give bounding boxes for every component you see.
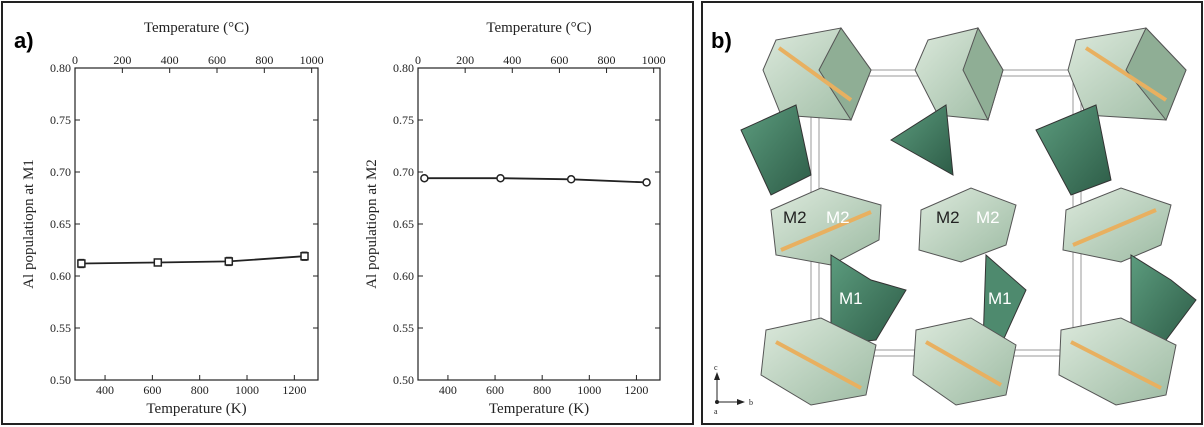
y-axis-label: Al populatiopn at M1 — [21, 159, 37, 289]
x2-tick-label: 800 — [598, 53, 616, 67]
site-label-m2: M2 — [783, 208, 807, 227]
x2-tick-label: 1000 — [300, 53, 324, 67]
x-tick-label: 800 — [533, 383, 551, 397]
bottom-octahedra-row — [760, 317, 1177, 406]
x-tick-label: 600 — [486, 383, 504, 397]
axis-c-label: c — [714, 363, 718, 372]
site-labels: M2 M2 M2 M2 M1 M1 — [783, 208, 1012, 308]
site-label-m1: M1 — [988, 289, 1012, 308]
y-tick-label: 0.75 — [393, 113, 414, 127]
y-tick-label: 0.65 — [393, 217, 414, 231]
x-tick-label: 1000 — [235, 383, 259, 397]
top-octahedra-row — [762, 26, 1187, 122]
x2-axis-label: Temperature (°C) — [144, 20, 249, 36]
y-tick-label: 0.80 — [393, 61, 414, 75]
site-label-m2: M2 — [936, 208, 960, 227]
data-point — [566, 175, 576, 184]
dark-tetrahedra-upper — [740, 104, 1112, 196]
panel-a-frame — [1, 1, 694, 425]
data-point — [224, 257, 234, 266]
x-axis-label: Temperature (K) — [146, 401, 246, 417]
x-tick-label: 1000 — [577, 383, 601, 397]
crystal-structure: b) — [711, 26, 1197, 416]
axis-a-label: a — [714, 407, 718, 416]
data-point — [300, 251, 309, 261]
x2-tick-label: 800 — [255, 53, 273, 67]
site-label-m2: M2 — [826, 208, 850, 227]
x2-tick-label: 200 — [113, 53, 131, 67]
y-tick-label: 0.70 — [393, 165, 414, 179]
y-tick-label: 0.55 — [393, 321, 414, 335]
x2-tick-label: 600 — [208, 53, 226, 67]
x-tick-label: 400 — [439, 383, 457, 397]
y-tick-label: 0.50 — [50, 373, 71, 387]
x-tick-label: 800 — [191, 383, 209, 397]
y-tick-label: 0.60 — [393, 269, 414, 283]
y-tick-label: 0.75 — [50, 113, 71, 127]
m2-octahedra-row — [770, 187, 1172, 266]
site-label-m1: M1 — [839, 289, 863, 308]
x2-tick-label: 0 — [72, 53, 78, 67]
x-tick-label: 1200 — [624, 383, 648, 397]
panel-b-frame — [701, 1, 1203, 425]
x2-tick-label: 400 — [503, 53, 521, 67]
chart-m2-population: 0.50 0.55 0.60 0.65 0.70 0.75 0.80 400 600 800 100… — [364, 20, 666, 417]
site-label-m2: M2 — [976, 208, 1000, 227]
y-tick-label: 0.55 — [50, 321, 71, 335]
series-line — [424, 177, 647, 184]
panel-b-label: b) — [711, 28, 732, 53]
x2-axis-label: Temperature (°C) — [486, 20, 591, 36]
y-axis-label: Al populatiopn at M2 — [364, 159, 380, 289]
x2-tick-label: 200 — [456, 53, 474, 67]
data-point — [642, 178, 651, 187]
data-point — [496, 173, 505, 183]
series-line — [81, 255, 305, 265]
data-point — [153, 258, 163, 267]
axes-indicator: c b a — [714, 363, 753, 416]
plot-frame — [74, 67, 319, 381]
x-tick-label: 1200 — [282, 383, 306, 397]
y-tick-label: 0.60 — [50, 269, 71, 283]
plot-frame — [417, 67, 661, 381]
m1-tetrahedra-row — [830, 253, 1197, 346]
data-point — [420, 173, 429, 183]
x2-tick-label: 0 — [415, 53, 421, 67]
axis-b-label: b — [749, 398, 753, 407]
x2-tick-label: 1000 — [642, 53, 666, 67]
x2-tick-label: 400 — [161, 53, 179, 67]
x-axis-label: Temperature (K) — [489, 401, 589, 417]
y-tick-label: 0.80 — [50, 61, 71, 75]
x-tick-label: 600 — [143, 383, 161, 397]
panel-a-label: a) — [14, 28, 34, 53]
x-tick-label: 400 — [96, 383, 114, 397]
y-tick-label: 0.65 — [50, 217, 71, 231]
x2-tick-label: 600 — [550, 53, 568, 67]
chart-m1-population: 0.50 0.55 0.60 0.65 0.70 0.75 0.80 400 600 800 100… — [21, 20, 324, 417]
charts-svg: a) 0.50 0.55 0.60 0.65 0.70 0.75 0.80 400 600 800… — [14, 20, 666, 417]
y-tick-label: 0.70 — [50, 165, 71, 179]
data-point — [77, 259, 86, 268]
y-tick-label: 0.50 — [393, 373, 414, 387]
